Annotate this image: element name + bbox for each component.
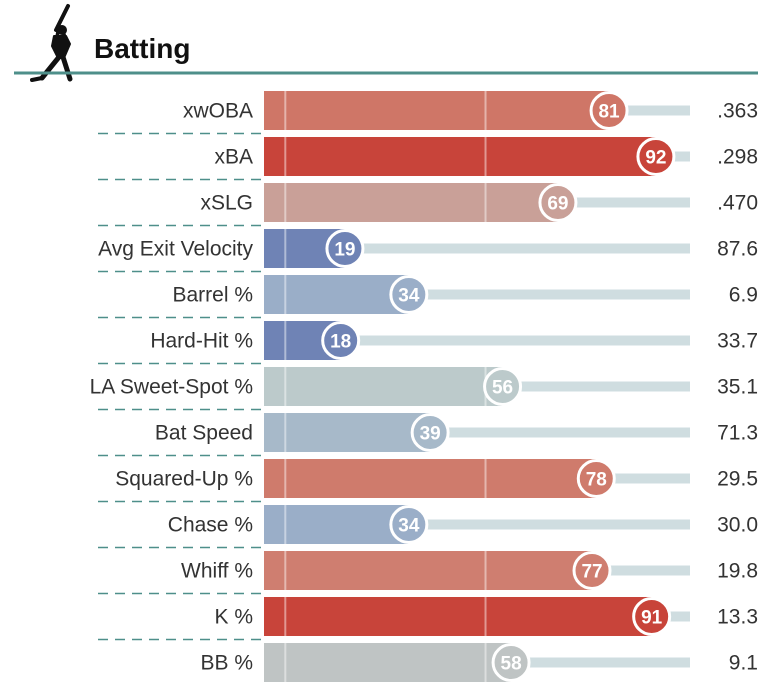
percentile-marker — [389, 275, 429, 314]
category-label: Whiff % — [181, 560, 253, 583]
stat-value: 19.8 — [717, 560, 758, 583]
stat-value: 33.7 — [717, 330, 758, 353]
stat-value: 9.1 — [729, 652, 758, 675]
bar — [264, 551, 593, 590]
bar — [264, 137, 656, 176]
table-row: K % 91 13.3 — [98, 592, 758, 636]
category-label: K % — [214, 606, 253, 629]
percentile-label: 58 — [501, 654, 522, 675]
chart-rows: xwOBA 81 .363 xBA 92 .298 xSLG 69 .470 Avg Exit V… — [90, 91, 758, 682]
track — [430, 427, 690, 438]
bar — [264, 459, 597, 498]
percentile-marker — [576, 459, 616, 498]
stat-value: 87.6 — [717, 238, 758, 261]
category-label: Bat Speed — [155, 422, 253, 445]
category-label: Avg Exit Velocity — [98, 238, 253, 261]
percentile-marker — [491, 643, 531, 682]
category-label: xwOBA — [183, 100, 253, 123]
category-label: BB % — [200, 652, 253, 675]
percentile-marker — [572, 551, 612, 590]
bar — [264, 91, 610, 130]
bar — [264, 413, 431, 452]
category-label: Barrel % — [172, 284, 253, 307]
percentile-marker — [410, 413, 450, 452]
percentile-label: 91 — [641, 608, 663, 629]
percentile-label: 56 — [492, 378, 513, 399]
track — [408, 289, 690, 300]
percentile-label: 78 — [586, 470, 607, 491]
track — [502, 381, 690, 392]
bar — [264, 275, 409, 314]
track — [596, 473, 690, 484]
percentile-marker — [636, 137, 676, 176]
table-row: Bat Speed 39 71.3 — [98, 408, 758, 452]
stat-value: 29.5 — [717, 468, 758, 491]
percentile-marker — [589, 91, 629, 130]
percentile-marker — [538, 183, 578, 222]
percentile-label: 18 — [330, 332, 351, 353]
percentile-marker — [321, 321, 361, 360]
table-row: BB % 58 9.1 — [98, 638, 758, 682]
table-row: xSLG 69 .470 — [98, 178, 758, 222]
category-label: Squared-Up % — [115, 468, 253, 491]
batter-silhouette-icon — [30, 4, 73, 82]
stat-value: 35.1 — [717, 376, 758, 399]
percentile-label: 77 — [581, 562, 602, 583]
stat-value: 13.3 — [717, 606, 758, 629]
stat-value: 6.9 — [729, 284, 758, 307]
percentile-label: 39 — [420, 424, 441, 445]
bar — [264, 643, 512, 682]
stat-value: 71.3 — [717, 422, 758, 445]
category-label: Hard-Hit % — [150, 330, 253, 353]
table-row: xwOBA 81 .363 — [183, 91, 758, 130]
percentile-marker — [632, 597, 672, 636]
track — [557, 197, 690, 208]
track — [408, 519, 690, 530]
table-row: Squared-Up % 78 29.5 — [98, 454, 758, 498]
track — [592, 565, 690, 576]
table-row: xBA 92 .298 — [98, 132, 758, 176]
percentile-marker — [483, 367, 523, 406]
track — [511, 657, 690, 668]
table-row: Barrel % 34 6.9 — [98, 270, 758, 314]
percentile-marker — [389, 505, 429, 544]
category-label: xBA — [214, 146, 253, 169]
stat-value: 30.0 — [717, 514, 758, 537]
table-row: LA Sweet-Spot % 56 35.1 — [90, 362, 758, 406]
percentile-label: 81 — [598, 102, 620, 123]
table-row: Whiff % 77 19.8 — [98, 546, 758, 590]
percentile-label: 19 — [334, 240, 355, 261]
bar — [264, 183, 558, 222]
stat-value: .298 — [717, 146, 758, 169]
chart-title: Batting — [94, 33, 190, 64]
percentile-label: 34 — [398, 286, 420, 307]
bar — [264, 597, 652, 636]
category-label: xSLG — [200, 192, 253, 215]
percentile-marker — [325, 229, 365, 268]
track — [609, 105, 690, 116]
header: Batting — [14, 4, 758, 82]
category-label: Chase % — [168, 514, 253, 537]
track — [340, 335, 690, 346]
bar — [264, 505, 409, 544]
track — [344, 243, 690, 254]
table-row: Chase % 34 30.0 — [98, 500, 758, 544]
percentile-label: 92 — [645, 148, 666, 169]
percentile-label: 69 — [547, 194, 568, 215]
percentile-label: 34 — [398, 516, 420, 537]
table-row: Avg Exit Velocity 19 87.6 — [98, 224, 758, 268]
bar — [264, 367, 503, 406]
stat-value: .363 — [717, 100, 758, 123]
stat-value: .470 — [717, 192, 758, 215]
category-label: LA Sweet-Spot % — [90, 376, 253, 399]
table-row: Hard-Hit % 18 33.7 — [98, 316, 758, 360]
